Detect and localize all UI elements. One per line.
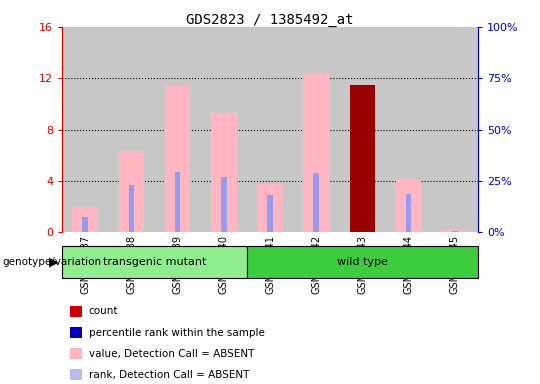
Bar	[72, 207, 98, 232]
Text: GDS2823 / 1385492_at: GDS2823 / 1385492_at	[186, 13, 354, 27]
Bar	[313, 173, 319, 232]
Bar	[431, 27, 478, 232]
Text: wild type: wild type	[337, 257, 388, 267]
Text: count: count	[89, 306, 118, 316]
Text: value, Detection Call = ABSENT: value, Detection Call = ABSENT	[89, 349, 254, 359]
Bar	[442, 230, 468, 232]
Bar	[293, 27, 339, 232]
Bar	[339, 27, 386, 232]
Text: ▶: ▶	[49, 256, 58, 268]
Bar	[267, 195, 273, 232]
Bar	[303, 73, 329, 232]
Bar	[175, 172, 180, 232]
Text: transgenic mutant: transgenic mutant	[103, 257, 206, 267]
Bar	[83, 217, 88, 232]
Text: percentile rank within the sample: percentile rank within the sample	[89, 328, 265, 338]
Bar	[257, 184, 283, 232]
Bar	[201, 27, 247, 232]
Bar	[211, 113, 237, 232]
Bar	[386, 27, 431, 232]
Bar	[350, 84, 375, 232]
Bar	[396, 180, 421, 232]
Bar	[247, 27, 293, 232]
Bar	[119, 151, 144, 232]
Bar	[360, 172, 365, 232]
Bar	[129, 185, 134, 232]
Bar	[165, 84, 190, 232]
Bar	[406, 194, 411, 232]
Bar	[154, 27, 201, 232]
Bar	[62, 27, 109, 232]
Bar	[109, 27, 154, 232]
Bar	[452, 231, 457, 232]
Text: rank, Detection Call = ABSENT: rank, Detection Call = ABSENT	[89, 370, 249, 380]
Text: genotype/variation: genotype/variation	[3, 257, 102, 267]
Bar	[221, 177, 227, 232]
